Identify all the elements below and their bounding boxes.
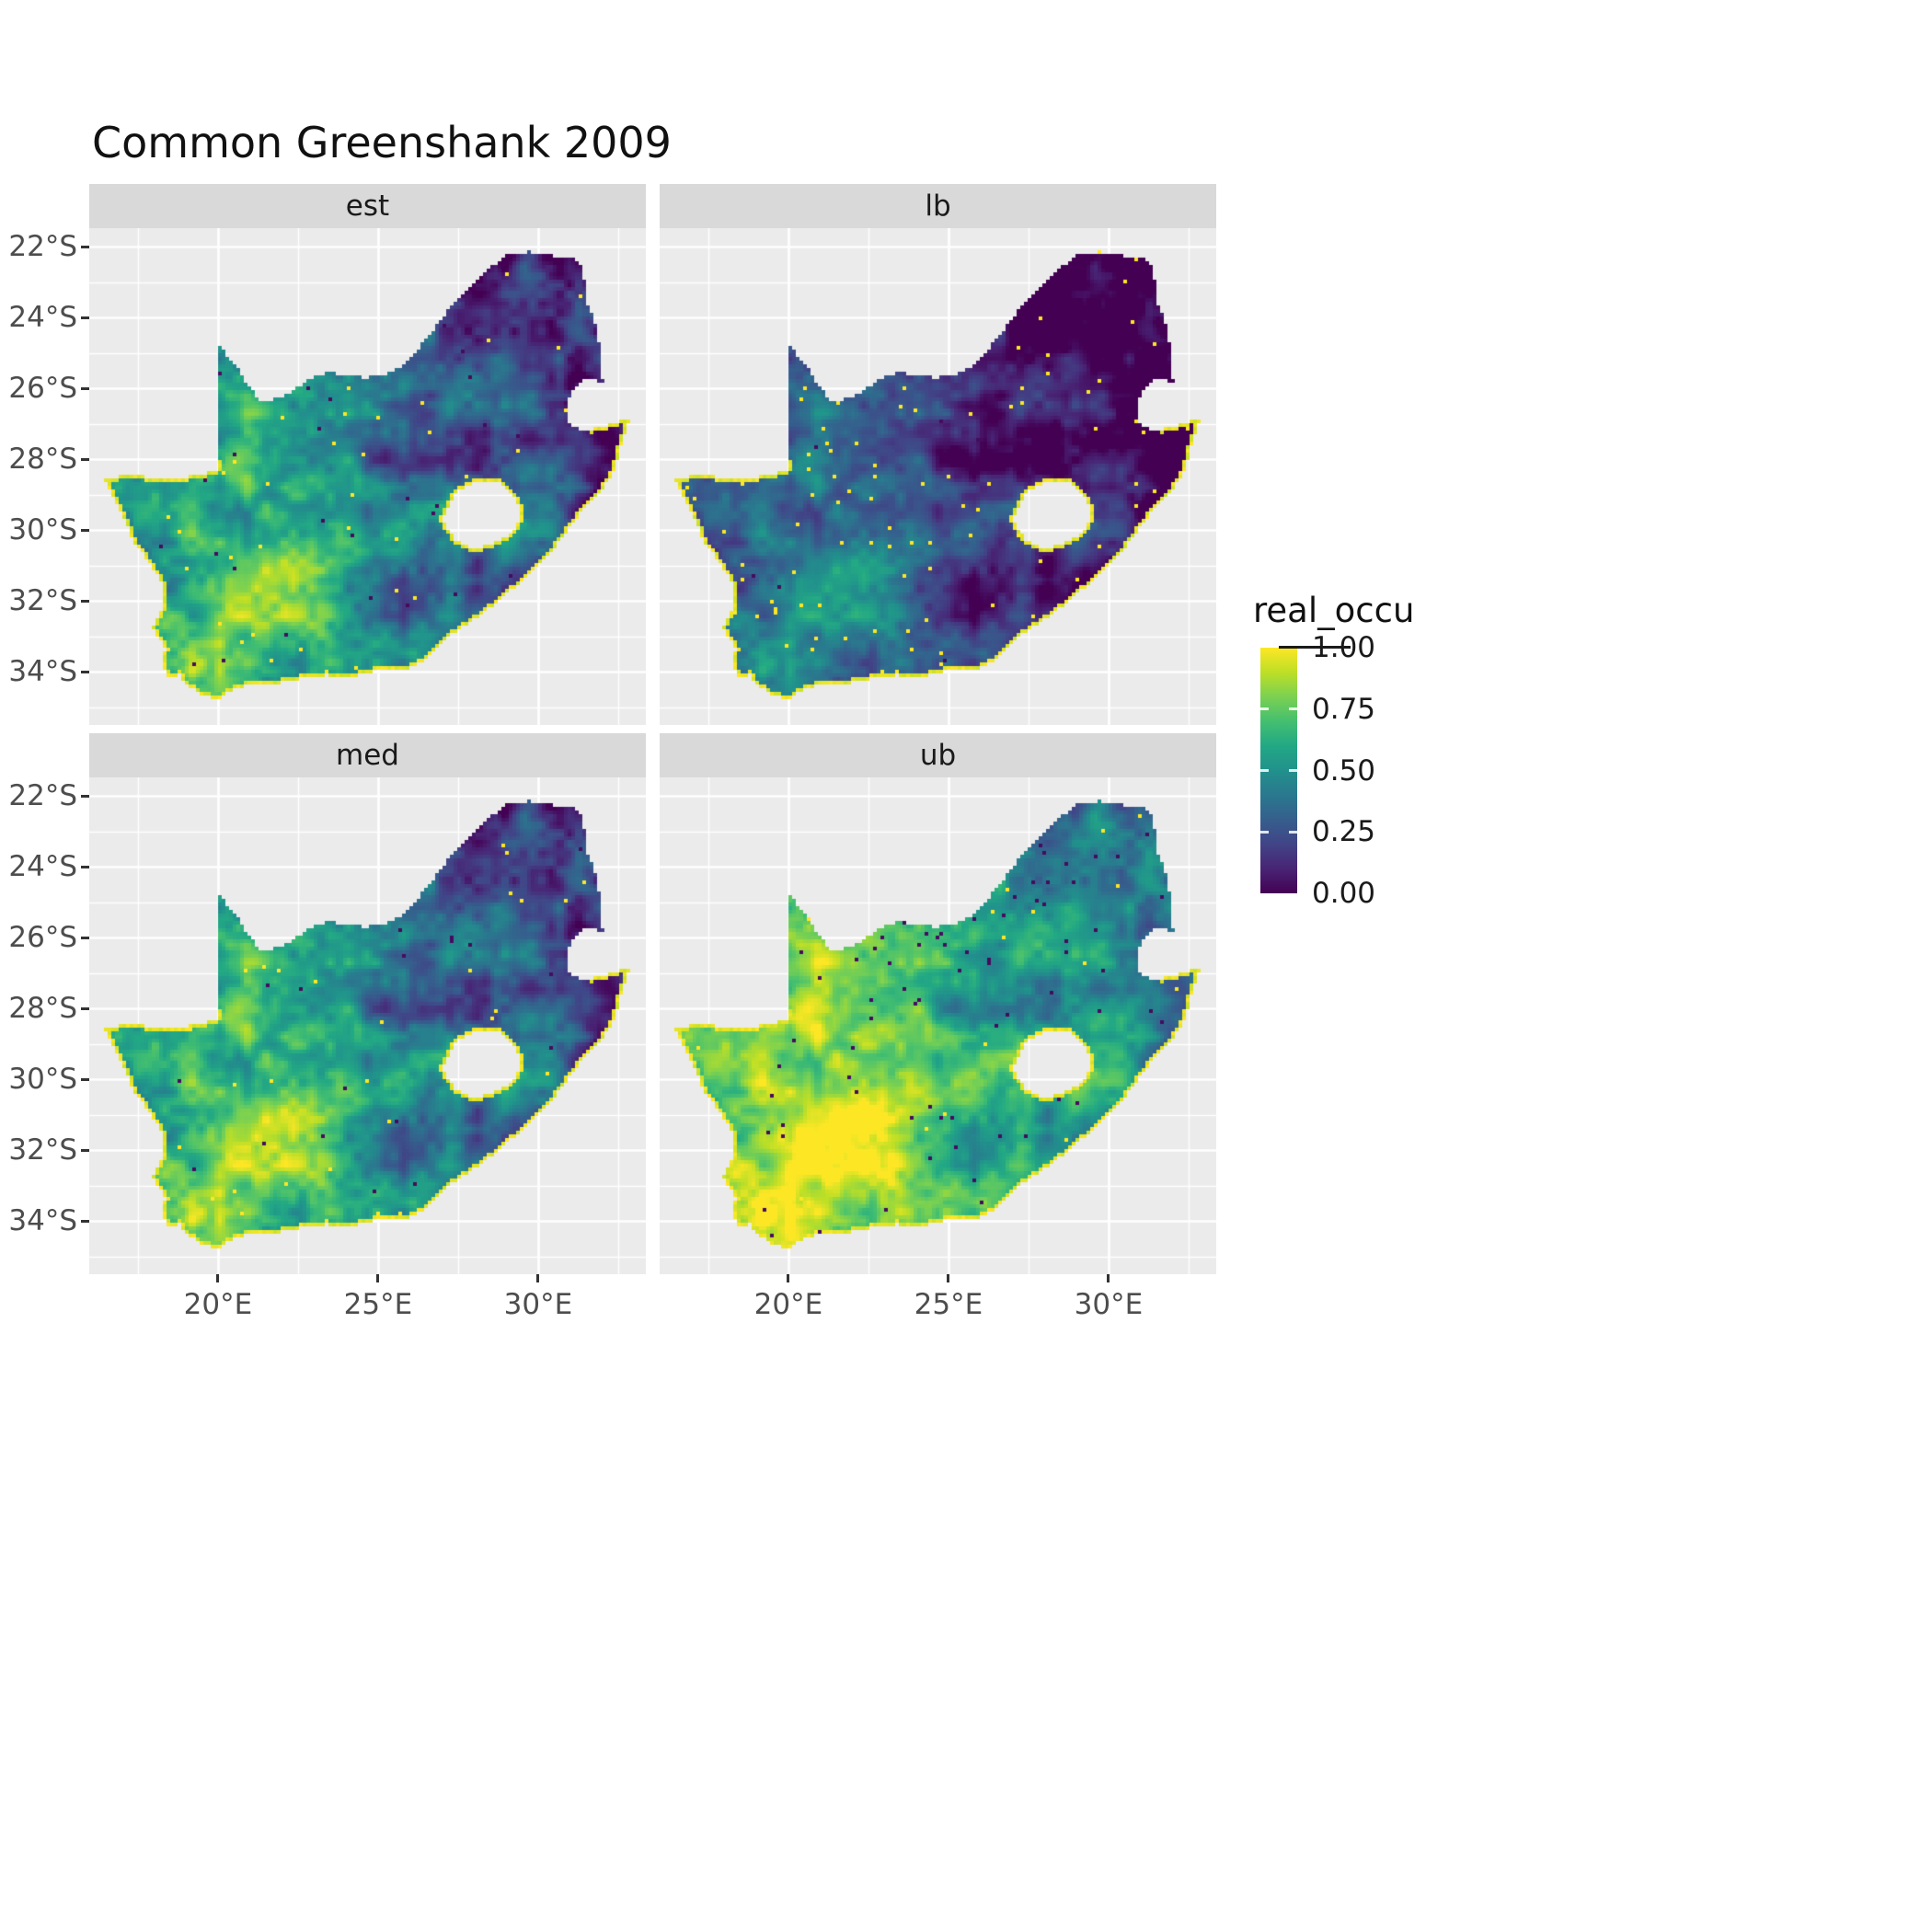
y-axis-tick-mark [81, 386, 89, 390]
y-axis-tick-label: 26°S [8, 921, 77, 955]
facet-est: est [89, 184, 646, 725]
x-axis-tick-label: 20°E [753, 1288, 823, 1321]
x-axis-tick-label: 30°E [503, 1288, 573, 1321]
facet-strip-label-est: est [345, 190, 390, 223]
y-axis-tick-label: 22°S [8, 779, 77, 813]
x-axis-tick-mark [1107, 1274, 1110, 1282]
y-axis-tick-mark [81, 1077, 89, 1081]
y-axis-tick-label: 24°S [8, 301, 77, 335]
map-panel-med [89, 777, 646, 1274]
y-axis-tick-mark [81, 670, 89, 673]
y-axis-tick-mark [81, 1148, 89, 1152]
legend-colorbar-tick [1289, 707, 1297, 711]
facet-strip-label-med: med [336, 739, 399, 772]
legend-tick-label: 0.00 [1312, 877, 1376, 910]
x-axis-tick-mark [787, 1274, 790, 1282]
y-axis-tick-mark [81, 794, 89, 798]
y-axis-tick-label: 30°S [8, 513, 77, 547]
y-axis-tick-mark [81, 528, 89, 532]
map-panel-ub [660, 777, 1216, 1274]
facet-lb: lb [660, 184, 1216, 725]
y-axis-tick-mark [81, 1006, 89, 1010]
y-axis-tick-mark [81, 936, 89, 939]
legend-title: real_occu [1253, 591, 1415, 630]
legend-colorbar-tick [1260, 707, 1269, 711]
x-axis-tick-mark [376, 1274, 380, 1282]
y-axis-tick-mark [81, 865, 89, 868]
facet-med: med [89, 733, 646, 1274]
legend-colorbar-tick [1289, 830, 1297, 834]
plot-title: Common Greenshank 2009 [92, 118, 672, 167]
facet-strip-label-ub: ub [919, 739, 957, 772]
y-axis-tick-label: 32°S [8, 1133, 77, 1167]
x-axis-tick-mark [947, 1274, 950, 1282]
facet-strip-label-lb: lb [925, 190, 951, 223]
y-axis-tick-label: 34°S [8, 655, 77, 689]
y-axis-tick-label: 32°S [8, 584, 77, 618]
x-axis-tick-label: 30°E [1074, 1288, 1144, 1321]
facet-strip-est: est [89, 184, 646, 228]
y-axis-tick-label: 26°S [8, 372, 77, 406]
legend-colorbar-tick [1260, 769, 1269, 772]
x-axis-tick-label: 25°E [914, 1288, 983, 1321]
legend-tick-label: 0.25 [1312, 815, 1376, 849]
facet-strip-med: med [89, 733, 646, 777]
map-panel-lb [660, 228, 1216, 725]
y-axis-tick-mark [81, 1219, 89, 1223]
legend-tick-label: 0.50 [1312, 753, 1376, 788]
y-axis-tick-mark [81, 316, 89, 319]
map-panel-est [89, 228, 646, 725]
facet-strip-lb: lb [660, 184, 1216, 228]
y-axis-tick-label: 24°S [8, 850, 77, 884]
y-axis-tick-mark [81, 599, 89, 603]
x-axis-tick-label: 25°E [343, 1288, 413, 1321]
legend-top-tick [1279, 646, 1351, 649]
legend-colorbar-tick [1289, 769, 1297, 772]
y-axis-tick-label: 34°S [8, 1204, 77, 1238]
legend-tick-label: 0.75 [1312, 692, 1376, 726]
y-axis-tick-mark [81, 245, 89, 248]
legend-tick-label: 1.00 [1312, 631, 1376, 664]
y-axis-tick-mark [81, 457, 89, 461]
y-axis-tick-label: 28°S [8, 443, 77, 477]
y-axis-tick-label: 30°S [8, 1063, 77, 1097]
facet-strip-ub: ub [660, 733, 1216, 777]
x-axis-tick-label: 20°E [183, 1288, 253, 1321]
facet-ub: ub [660, 733, 1216, 1274]
legend-real-occu: real_occu 1.00 0.75 0.50 0.25 0.00 [1253, 591, 1492, 986]
x-axis-tick-mark [216, 1274, 220, 1282]
x-axis-tick-mark [536, 1274, 540, 1282]
y-axis-tick-label: 28°S [8, 992, 77, 1026]
legend-colorbar-tick [1260, 830, 1269, 834]
y-axis-tick-label: 22°S [8, 230, 77, 264]
